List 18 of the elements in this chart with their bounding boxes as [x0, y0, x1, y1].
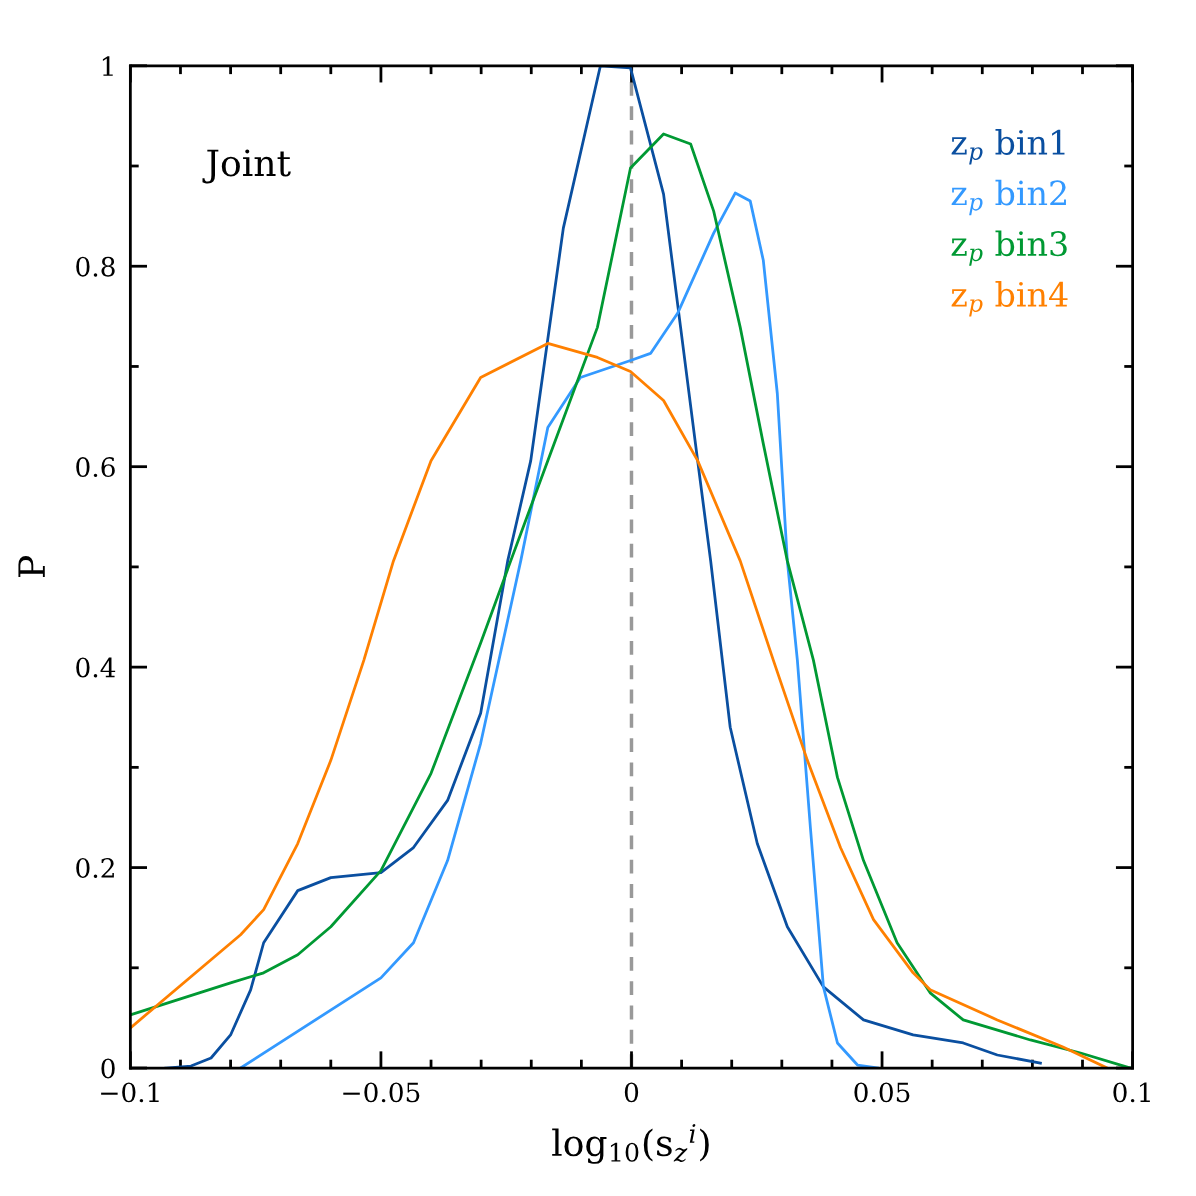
y-tick-label: 0.2 [76, 858, 114, 878]
x-tick-label: −0.05 [343, 1082, 420, 1103]
annotation: Joint [202, 149, 291, 184]
text: z$_{p}$ bin4 [951, 281, 1068, 317]
x-tick-label: 0.1 [1113, 1082, 1150, 1103]
x-tick-label: 0.05 [854, 1082, 910, 1103]
y-tick-label: 0.8 [76, 256, 115, 277]
text: z$_{p}$ bin1 [951, 129, 1065, 165]
text: z$_{p}$ bin2 [951, 179, 1066, 216]
x-tick-label: −0.1 [101, 1082, 159, 1103]
x-tick-label: 0 [624, 1082, 639, 1103]
y-tick-label: 0 [101, 1058, 115, 1079]
y-axis-title: P [18, 556, 45, 578]
y-tick-label: 1 [102, 56, 113, 76]
y-tick-label: 0.6 [76, 457, 115, 478]
text: z$_{p}$ bin3 [951, 230, 1067, 266]
y-tick-label: 0.4 [76, 657, 116, 678]
x-axis-title: log$_{10}$(s$_{z}$$^{i}$) [552, 1124, 709, 1164]
